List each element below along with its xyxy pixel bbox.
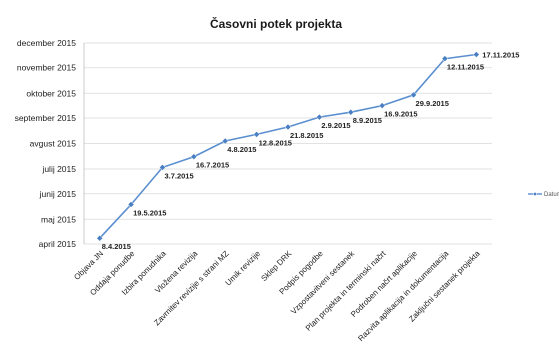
data-label: 21.8.2015	[290, 131, 323, 140]
legend-entry: Datum	[544, 192, 559, 198]
data-point	[378, 102, 386, 109]
data-label: 2.9.2015	[321, 121, 350, 130]
data-label: 12.11.2015	[447, 63, 484, 72]
y-tick-label: april 2015	[39, 239, 77, 249]
y-tick-label: oktober 2015	[26, 88, 76, 98]
y-tick-label: september 2015	[15, 113, 77, 123]
data-point	[441, 55, 449, 63]
data-label: 4.8.2015	[227, 145, 256, 154]
data-point	[159, 164, 166, 171]
chart-title: Časovni potek projekta	[210, 16, 342, 31]
legend: Datum	[528, 191, 559, 198]
data-label: 8.9.2015	[353, 116, 382, 125]
data-point	[284, 123, 292, 131]
y-tick-label: avgust 2015	[30, 139, 77, 149]
data-point	[253, 131, 260, 138]
y-tick-label: maj 2015	[41, 214, 76, 224]
data-label: 3.7.2015	[164, 171, 193, 180]
data-label: 17.11.2015	[482, 51, 519, 60]
x-tick-label: Objava JN	[72, 249, 105, 282]
data-point	[410, 91, 417, 99]
data-point	[190, 153, 198, 161]
data-point	[127, 201, 135, 208]
gridlines	[83, 42, 492, 245]
data-point	[221, 137, 229, 145]
data-point	[316, 113, 323, 121]
data-label: 8.4.2015	[102, 242, 131, 251]
data-point	[347, 108, 355, 116]
data-label: 16.7.2015	[196, 161, 229, 170]
y-axis-tick-labels: april 2015 maj 2015 junij 2015 julij 2015 av…	[15, 38, 77, 249]
data-point	[96, 234, 104, 242]
data-label: 19.5.2015	[133, 208, 166, 217]
y-tick-label: november 2015	[17, 63, 76, 73]
data-label: 29.9.2015	[416, 99, 449, 108]
legend-marker	[532, 191, 538, 197]
y-tick-label: december 2015	[17, 38, 76, 48]
y-tick-label: julij 2015	[41, 164, 76, 174]
data-point	[472, 51, 480, 58]
data-label: 16.9.2015	[384, 110, 417, 119]
data-label: 12.8.2015	[259, 138, 292, 147]
series-datum	[96, 51, 480, 242]
y-tick-label: junij 2015	[39, 189, 77, 199]
